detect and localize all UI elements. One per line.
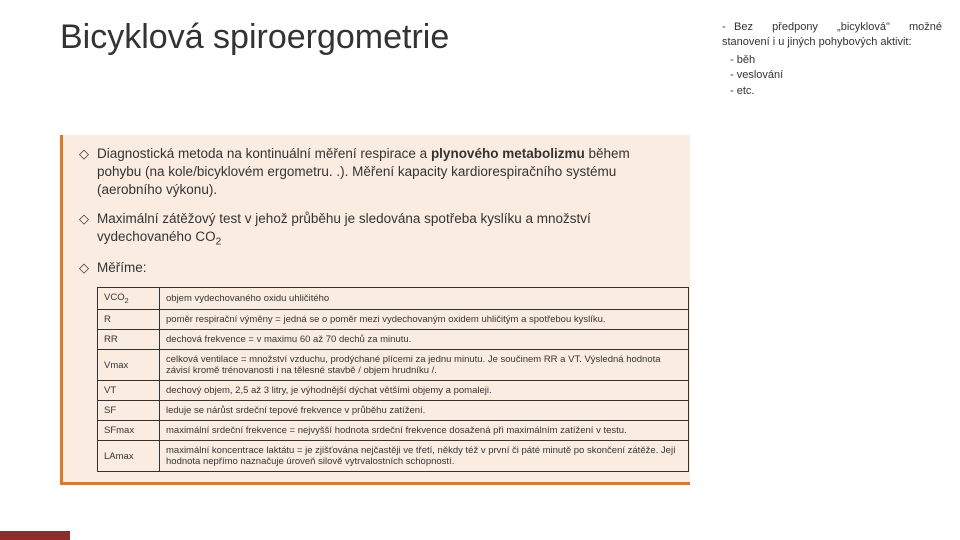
bullet-item: ◇Diagnostická metoda na kontinuální měře… xyxy=(79,145,676,200)
bullet-icon: ◇ xyxy=(79,145,97,200)
table-row: RRdechová frekvence = v maximu 60 až 70 … xyxy=(98,330,689,350)
bullet-item: ◇Měříme: xyxy=(79,259,676,277)
table-val: dechová frekvence = v maximu 60 až 70 de… xyxy=(160,330,689,350)
bullet-text: Měříme: xyxy=(97,259,676,277)
table-key: VT xyxy=(98,381,160,401)
table-row: Vmaxcelková ventilace = množství vzduchu… xyxy=(98,350,689,381)
side-note-list: běhveslováníetc. xyxy=(722,53,942,99)
table-val: leduje se nárůst srdeční tepové frekvenc… xyxy=(160,401,689,421)
bullet-icon: ◇ xyxy=(79,259,97,277)
table-val: objem vydechovaného oxidu uhličitého xyxy=(160,288,689,310)
side-note-item: běh xyxy=(744,53,942,68)
bullet-text: Maximální zátěžový test v jehož průběhu … xyxy=(97,210,676,250)
table-key: SF xyxy=(98,401,160,421)
table-key: LAmax xyxy=(98,441,160,472)
table-val: maximální koncentrace laktátu = je zjišť… xyxy=(160,441,689,472)
table-key: SFmax xyxy=(98,421,160,441)
side-note: -Bez předpony „bicyklová" možné stanoven… xyxy=(722,20,942,99)
table-row: SFmaxmaximální srdeční frekvence = nejvy… xyxy=(98,421,689,441)
table-val: poměr respirační výměny = jedná se o pom… xyxy=(160,310,689,330)
table-row: LAmaxmaximální koncentrace laktátu = je … xyxy=(98,441,689,472)
side-note-item: veslování xyxy=(744,68,942,83)
bullet-icon: ◇ xyxy=(79,210,97,250)
table-row: SFleduje se nárůst srdeční tepové frekve… xyxy=(98,401,689,421)
table-val: dechový objem, 2,5 až 3 litry, je výhodn… xyxy=(160,381,689,401)
table-key: R xyxy=(98,310,160,330)
table-row: VTdechový objem, 2,5 až 3 litry, je výho… xyxy=(98,381,689,401)
side-note-item: etc. xyxy=(744,84,942,99)
bullet-item: ◇Maximální zátěžový test v jehož průběhu… xyxy=(79,210,676,250)
table-key: RR xyxy=(98,330,160,350)
side-note-lead: Bez předpony „bicyklová" možné stanovení… xyxy=(722,21,942,48)
measure-table: VCO2objem vydechovaného oxidu uhličitého… xyxy=(97,287,689,472)
table-row: Rpoměr respirační výměny = jedná se o po… xyxy=(98,310,689,330)
table-row: VCO2objem vydechovaného oxidu uhličitého xyxy=(98,288,689,310)
table-val: celková ventilace = množství vzduchu, pr… xyxy=(160,350,689,381)
table-key: VCO2 xyxy=(98,288,160,310)
bullet-text: Diagnostická metoda na kontinuální měřen… xyxy=(97,145,676,200)
content-panel: ◇Diagnostická metoda na kontinuální měře… xyxy=(60,135,690,485)
table-val: maximální srdeční frekvence = nejvyšší h… xyxy=(160,421,689,441)
page-title: Bicyklová spiroergometrie xyxy=(60,18,449,57)
accent-bar xyxy=(0,531,70,540)
table-key: Vmax xyxy=(98,350,160,381)
